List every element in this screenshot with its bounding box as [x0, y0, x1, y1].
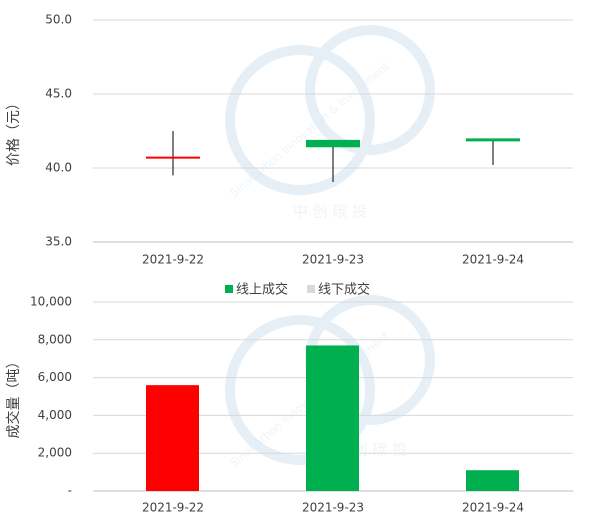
y-axis-title: 成交量（吨） — [5, 355, 22, 439]
watermark-ring — [225, 315, 375, 465]
watermark-ring — [305, 25, 435, 155]
y-tick-label: 6,000 — [38, 370, 72, 384]
candle-body — [306, 139, 360, 148]
x-tick-label: 2021-9-24 — [462, 253, 524, 267]
legend-label: 线上成交 — [236, 282, 288, 298]
candle-body — [466, 138, 520, 142]
y-tick-label: 10,000 — [30, 295, 72, 309]
legend-swatch — [225, 285, 233, 293]
x-tick-label: 2021-9-22 — [142, 501, 204, 515]
x-tick-label: 2021-9-23 — [302, 501, 364, 515]
candle-body — [146, 156, 200, 159]
x-tick-label: 2021-9-22 — [142, 253, 204, 267]
y-tick-label: - — [68, 484, 72, 498]
bar — [306, 345, 359, 491]
watermark-text: 中 创 碳 投 — [293, 203, 367, 221]
legend-label: 线下成交 — [318, 282, 370, 298]
bar — [466, 470, 519, 491]
y-tick-label: 8,000 — [38, 332, 72, 346]
y-tick-label: 45.0 — [45, 87, 72, 101]
y-tick-label: 35.0 — [45, 235, 72, 249]
bar — [146, 385, 199, 491]
legend-swatch — [307, 285, 315, 293]
watermark-ring — [225, 45, 375, 195]
y-tick-label: 50.0 — [45, 13, 72, 27]
y-tick-label: 2,000 — [38, 446, 72, 460]
x-tick-label: 2021-9-23 — [302, 253, 364, 267]
y-tick-label: 4,000 — [38, 408, 72, 422]
y-axis-title: 价格（元） — [6, 96, 22, 166]
x-tick-label: 2021-9-24 — [462, 501, 524, 515]
y-tick-label: 40.0 — [45, 161, 72, 175]
